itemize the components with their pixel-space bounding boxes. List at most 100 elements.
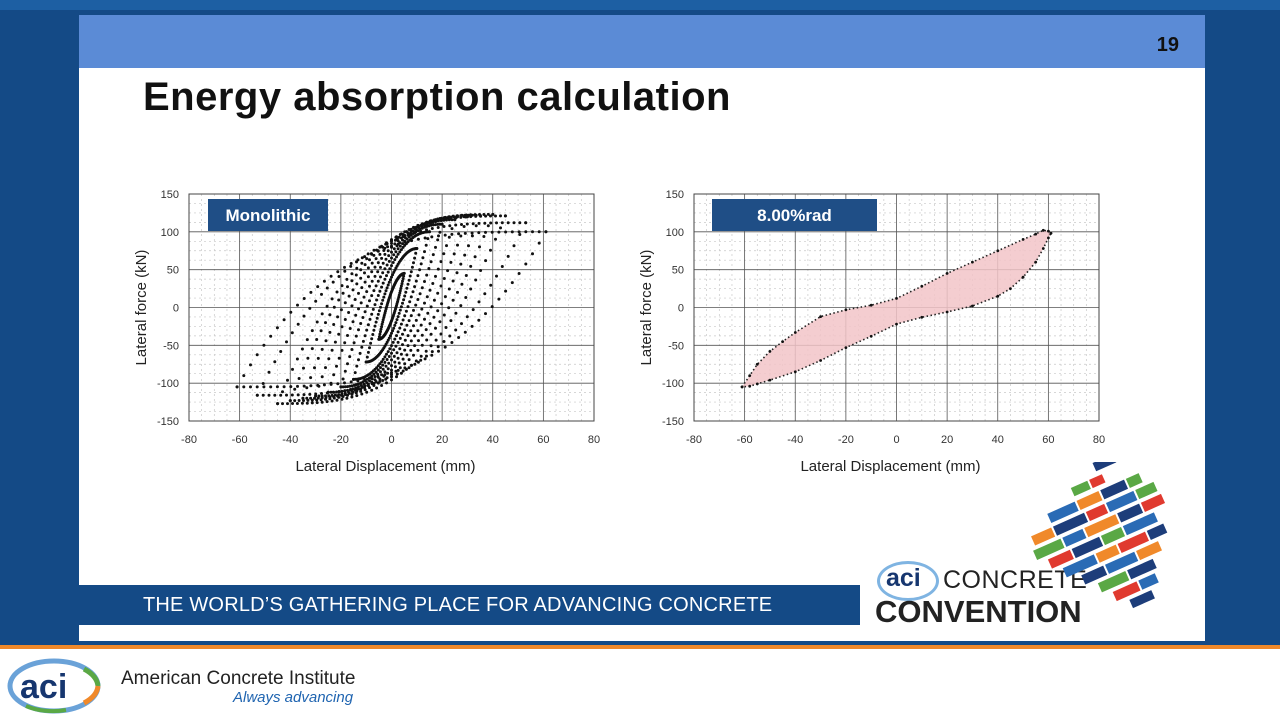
hysteresis-point bbox=[390, 351, 393, 355]
hysteresis-point bbox=[300, 347, 304, 351]
hysteresis-point bbox=[403, 348, 407, 352]
hysteresis-point bbox=[412, 308, 415, 312]
hysteresis-point bbox=[436, 222, 440, 226]
hysteresis-point bbox=[374, 320, 378, 324]
hysteresis-point bbox=[531, 230, 534, 234]
hysteresis-point bbox=[349, 388, 353, 391]
hysteresis-point bbox=[291, 402, 294, 405]
hysteresis-point bbox=[316, 356, 320, 360]
hysteresis-point bbox=[442, 313, 446, 317]
hysteresis-point bbox=[544, 230, 548, 234]
hysteresis-point bbox=[440, 222, 444, 226]
hysteresis-point bbox=[363, 334, 367, 338]
hysteresis-point bbox=[370, 388, 374, 392]
aci-logo-icon: aci bbox=[7, 658, 101, 714]
hysteresis-point bbox=[432, 298, 436, 302]
hysteresis-point bbox=[403, 338, 407, 342]
hysteresis-point bbox=[426, 237, 430, 241]
hysteresis-point bbox=[337, 275, 341, 278]
hysteresis-point bbox=[499, 226, 502, 230]
hysteresis-point bbox=[336, 382, 340, 386]
hysteresis-point bbox=[524, 262, 528, 266]
hysteresis-point bbox=[390, 331, 393, 335]
hysteresis-point bbox=[392, 247, 396, 251]
hysteresis-point bbox=[302, 393, 306, 397]
hysteresis-point bbox=[343, 381, 346, 385]
hysteresis-point bbox=[431, 223, 435, 227]
hysteresis-point bbox=[448, 224, 452, 228]
hysteresis-point bbox=[394, 250, 398, 254]
slide: 19 Energy absorption calculation -80 -60-… bbox=[79, 15, 1205, 641]
hysteresis-point bbox=[255, 385, 259, 389]
hysteresis-point bbox=[469, 287, 473, 291]
hysteresis-point bbox=[409, 339, 413, 343]
hysteresis-point bbox=[419, 323, 423, 327]
hysteresis-point bbox=[401, 332, 404, 336]
hysteresis-point bbox=[524, 230, 528, 234]
hysteresis-point bbox=[335, 398, 339, 402]
hysteresis-point bbox=[355, 266, 359, 270]
hysteresis-point bbox=[332, 373, 336, 377]
hysteresis-point bbox=[401, 301, 404, 305]
hysteresis-point bbox=[464, 296, 468, 299]
hysteresis-point bbox=[399, 352, 403, 356]
hysteresis-point bbox=[296, 393, 300, 397]
hysteresis-point bbox=[308, 306, 312, 310]
x-tick-label: -20 bbox=[838, 434, 854, 446]
hysteresis-point bbox=[500, 265, 504, 268]
hysteresis-point bbox=[310, 398, 314, 402]
hysteresis-point bbox=[343, 301, 347, 305]
hysteresis-point bbox=[379, 327, 383, 331]
hysteresis-point bbox=[320, 292, 323, 296]
hysteresis-point bbox=[395, 334, 398, 338]
hysteresis-point bbox=[434, 326, 437, 330]
y-tick-label: 100 bbox=[666, 227, 684, 239]
loop-point-upper bbox=[781, 340, 784, 343]
hysteresis-point bbox=[365, 377, 369, 381]
hysteresis-point bbox=[330, 297, 334, 301]
hysteresis-point bbox=[463, 330, 467, 334]
y-tick-label: -100 bbox=[662, 378, 684, 390]
hysteresis-point bbox=[490, 230, 494, 234]
loop-point-upper bbox=[895, 297, 898, 300]
hysteresis-point bbox=[434, 245, 437, 249]
hysteresis-point bbox=[531, 252, 534, 256]
hysteresis-point bbox=[407, 319, 411, 323]
hysteresis-point bbox=[345, 277, 349, 281]
hysteresis-point bbox=[387, 355, 391, 358]
hysteresis-point bbox=[356, 258, 360, 262]
hysteresis-point bbox=[325, 286, 329, 290]
hysteresis-point bbox=[465, 315, 469, 319]
hysteresis-point bbox=[399, 232, 403, 236]
hysteresis-point bbox=[341, 377, 345, 381]
hysteresis-point bbox=[315, 398, 319, 402]
hysteresis-point bbox=[400, 282, 404, 286]
hysteresis-point bbox=[381, 357, 385, 361]
hysteresis-point bbox=[401, 235, 405, 239]
hysteresis-point bbox=[275, 385, 279, 389]
hysteresis-point bbox=[297, 377, 301, 380]
hysteresis-point bbox=[434, 223, 437, 227]
hysteresis-point bbox=[319, 329, 323, 333]
hysteresis-point bbox=[504, 230, 508, 234]
loop-point-upper bbox=[819, 315, 822, 318]
hysteresis-point bbox=[381, 379, 385, 382]
hysteresis-point bbox=[355, 282, 359, 286]
hysteresis-point bbox=[405, 323, 409, 327]
hysteresis-point bbox=[370, 337, 374, 341]
hysteresis-point bbox=[350, 395, 354, 399]
hysteresis-point bbox=[518, 221, 522, 225]
loop-point-upper bbox=[755, 362, 759, 366]
hysteresis-point bbox=[428, 322, 432, 326]
hysteresis-point bbox=[316, 285, 320, 289]
hysteresis-point bbox=[387, 336, 391, 340]
hysteresis-point bbox=[353, 371, 357, 375]
hysteresis-point bbox=[409, 348, 413, 352]
loop-point-upper bbox=[1041, 228, 1045, 232]
hysteresis-point bbox=[365, 304, 369, 308]
hysteresis-point bbox=[379, 330, 382, 334]
hysteresis-point bbox=[417, 313, 421, 317]
hysteresis-point bbox=[420, 343, 424, 347]
hysteresis-point bbox=[310, 329, 314, 333]
hysteresis-point bbox=[346, 385, 349, 389]
